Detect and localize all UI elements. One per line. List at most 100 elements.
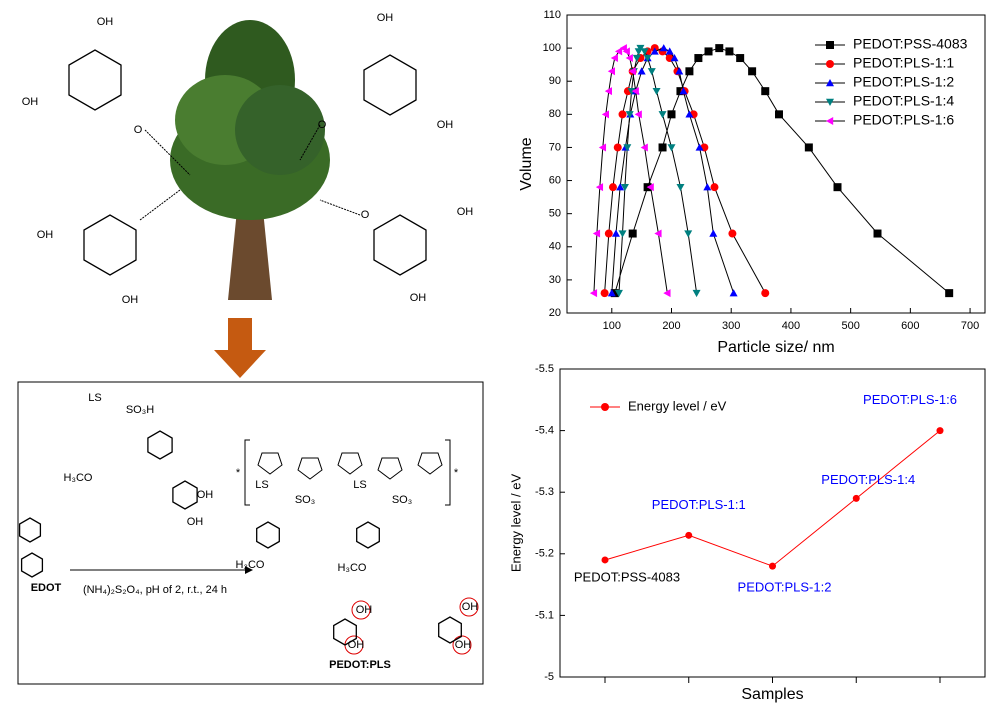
y-tick-label: -5 [544,671,554,683]
marker [670,54,679,62]
benzene-ring [356,521,380,549]
benzene-ring [363,54,417,116]
legend-marker [826,98,834,106]
marker [631,87,639,96]
benzene-ring [333,618,357,646]
legend-label: PEDOT:PLS-1:6 [853,112,954,128]
linker [144,129,191,176]
marker [614,289,623,298]
y-axis-label: Volume [518,137,535,190]
arrow [214,318,266,378]
y-tick-label: -5.4 [535,425,554,437]
marker [694,54,703,63]
chem-label: H₃CO [338,562,367,574]
legend-marker [826,60,834,68]
atom-label: OH [437,119,454,131]
marker [627,87,636,96]
x-axis-label: Particle size/ nm [717,339,834,356]
marker [601,110,610,119]
marker [632,54,641,63]
atom-label: O [318,119,327,131]
legend-label: Energy level / eV [628,398,727,413]
marker [761,87,770,96]
atom-label: OH [22,96,39,108]
marker [729,289,738,297]
chem-label: LS [353,479,366,491]
marker [589,289,598,298]
marker [684,230,693,238]
oh-circle [452,635,472,655]
y-tick-label: 30 [549,274,561,286]
polymer-brackets [244,439,451,506]
legend-marker [826,117,834,125]
marker [640,143,648,152]
chem-label: OH [187,516,204,528]
marker [622,47,630,56]
marker [608,183,617,192]
marker [676,183,685,192]
benzene-ring [172,480,198,510]
x-tick-label: 400 [782,320,800,332]
series-line [618,47,698,294]
marker [659,44,668,52]
thiophene [257,452,283,475]
marker [625,111,634,119]
marker [703,183,712,191]
marker [695,143,704,151]
marker [675,67,684,75]
chem-label: SO₃H [126,404,154,416]
marker [604,229,613,238]
plot-frame [566,14,986,314]
marker [667,144,676,152]
y-tick-label: -5.2 [535,548,554,560]
marker [658,143,667,152]
legend-label: PEDOT:PLS-1:4 [853,93,954,109]
y-tick-label: -5.5 [535,363,554,375]
marker [852,494,860,502]
chem-label: OH [455,639,472,651]
y-tick-label: 40 [549,241,561,253]
y-tick-label: 90 [549,75,561,87]
marker [667,110,676,119]
chem-label: OH [348,639,365,651]
marker [679,87,688,95]
benzene-ring [83,214,137,276]
marker [636,44,645,53]
marker [654,229,662,238]
marker [628,67,636,76]
marker [623,144,632,152]
y-tick-label: -5.1 [535,609,554,621]
marker [616,183,625,191]
thiophene [297,457,323,480]
marker [748,67,757,76]
series-line [593,47,668,294]
marker [618,230,627,238]
y-tick-label: 100 [543,42,561,54]
atom-label: OH [122,294,139,306]
marker [595,183,604,192]
marker [607,67,615,76]
marker [658,111,667,119]
legend-marker [826,79,834,87]
marker [650,47,659,55]
chem-label: * [236,467,241,479]
chem-label: SO₃ [392,494,412,506]
atom-label: OH [457,206,474,218]
marker [709,229,718,237]
chem-label: OH [197,489,214,501]
y-tick-label: 110 [543,9,561,21]
atom-label: O [134,124,143,136]
oh-circle [351,600,371,620]
chem-label: EDOT [31,582,62,594]
marker [613,143,622,152]
marker [804,143,813,152]
point-label: PEDOT:PLS-1:1 [652,497,746,512]
point-label: PEDOT:PLS-1:6 [863,392,957,407]
benzene-ring [438,616,462,644]
marker [614,47,623,56]
marker [685,110,694,118]
atom-label: OH [97,16,114,28]
chem-label: PEDOT:PLS [329,659,391,671]
marker [665,47,674,55]
